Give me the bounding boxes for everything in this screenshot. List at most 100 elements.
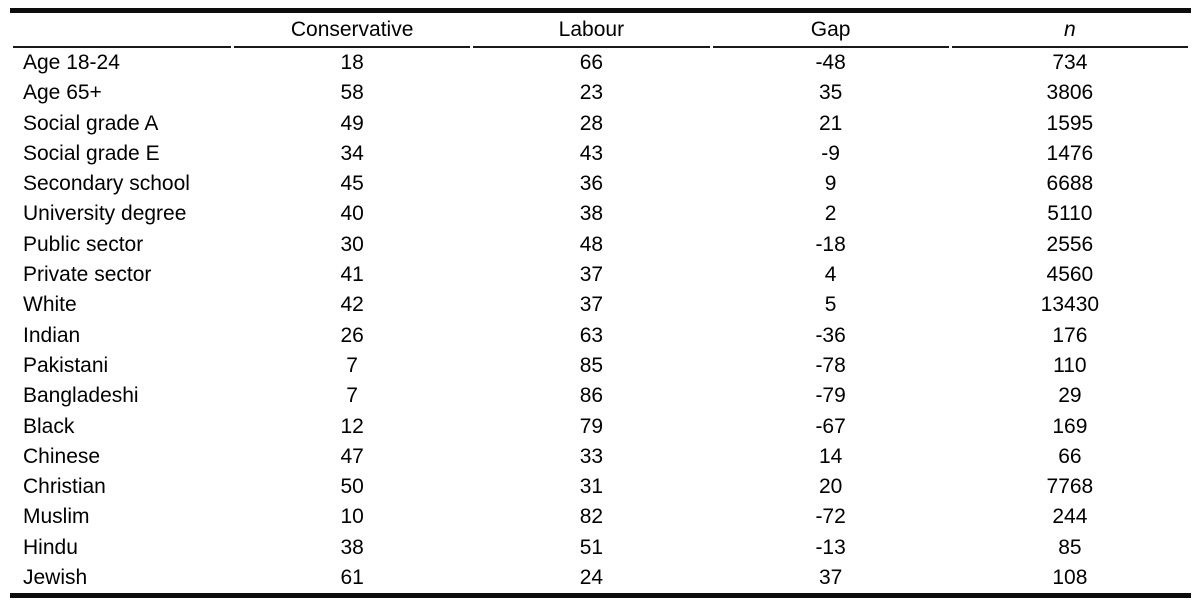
value-cell-n: 29 <box>1058 384 1082 408</box>
value-cell-conservative: 7 <box>346 353 358 377</box>
value-cell-labour: 36 <box>579 172 604 196</box>
value-cell-labour: 37 <box>579 263 604 287</box>
value-cell-n: 244 <box>1052 505 1088 529</box>
row-label-cell: Pakistani <box>23 353 109 377</box>
row-label-cell: Age 18-24 <box>23 51 120 74</box>
value-cell-labour: 24 <box>579 566 604 590</box>
value-cell-gap: 9 <box>824 172 837 196</box>
row-label-cell: Christian <box>23 475 106 499</box>
table-row: Private sector 41 37 4 4560 <box>13 260 1188 290</box>
table-row: Jewish 61 24 37 108 <box>13 563 1188 593</box>
row-label-cell: White <box>23 293 77 317</box>
row-label-cell: Muslim <box>23 505 90 529</box>
value-cell-n: 2556 <box>1046 232 1094 256</box>
table-row: Muslim 10 82 -72 244 <box>13 502 1188 532</box>
value-cell-n: 4560 <box>1046 263 1094 287</box>
value-cell-n: 13430 <box>1040 293 1100 317</box>
value-cell-gap: 35 <box>818 81 843 105</box>
value-cell-labour: 31 <box>579 475 604 499</box>
value-cell-conservative: 30 <box>340 232 364 256</box>
value-cell-labour: 37 <box>579 293 604 317</box>
table-row: Secondary school 45 36 9 6688 <box>13 169 1188 199</box>
table-row: University degree 40 38 2 5110 <box>13 199 1188 229</box>
value-cell-gap: 14 <box>818 444 843 468</box>
table-row: Chinese 47 33 14 66 <box>13 442 1188 472</box>
value-cell-conservative: 50 <box>340 475 364 499</box>
value-cell-n: 734 <box>1052 51 1088 74</box>
value-cell-labour: 38 <box>579 202 604 226</box>
value-cell-labour: 79 <box>579 414 604 438</box>
value-cell-gap: -72 <box>815 505 846 529</box>
row-label-cell: Secondary school <box>23 172 190 196</box>
value-cell-n: 110 <box>1053 353 1087 377</box>
value-cell-conservative: 7 <box>346 384 358 408</box>
value-cell-n: 3806 <box>1046 81 1094 105</box>
row-label-cell: University degree <box>23 202 187 226</box>
value-cell-n: 7768 <box>1046 475 1094 499</box>
value-cell-labour: 86 <box>579 384 604 408</box>
header-n: n <box>951 13 1188 48</box>
value-cell-labour: 33 <box>579 444 604 468</box>
header-empty-cell <box>13 13 231 48</box>
value-cell-conservative: 45 <box>340 172 364 196</box>
value-cell-n: 85 <box>1058 535 1082 559</box>
value-cell-n: 1595 <box>1046 111 1094 135</box>
value-cell-n: 169 <box>1052 414 1088 438</box>
row-label-cell: Hindu <box>23 535 78 559</box>
table-row: Pakistani 7 85 -78 110 <box>13 351 1188 381</box>
value-cell-gap: -18 <box>815 232 846 256</box>
table-frame: Conservative Labour Gap n Age 18-24 18 66 -… <box>10 8 1191 599</box>
table-row: Age 65+ 58 23 35 3806 <box>13 78 1188 108</box>
row-label-cell: Bangladeshi <box>23 384 139 408</box>
table-row: Christian 50 31 20 7768 <box>13 472 1188 502</box>
value-cell-conservative: 40 <box>340 202 364 226</box>
row-label-cell: Black <box>23 414 75 438</box>
row-label-cell: Private sector <box>23 263 152 287</box>
value-cell-n: 5110 <box>1047 202 1093 226</box>
table-row: Bangladeshi 7 86 -79 29 <box>13 381 1188 411</box>
row-label-cell: Jewish <box>23 566 88 590</box>
value-cell-gap: -78 <box>815 353 846 377</box>
table-row: Public sector 30 48 -18 2556 <box>13 230 1188 260</box>
row-label-cell: Age 65+ <box>23 81 102 105</box>
value-cell-labour: 63 <box>579 323 604 347</box>
value-cell-labour: 66 <box>579 51 604 74</box>
header-labour: Labour <box>473 13 710 48</box>
value-cell-gap: 37 <box>818 566 843 590</box>
header-row: Conservative Labour Gap n <box>13 13 1188 48</box>
table-row: Social grade A 49 28 21 1595 <box>13 109 1188 139</box>
table-header: Conservative Labour Gap n <box>13 13 1188 48</box>
value-cell-gap: 5 <box>824 293 837 317</box>
value-cell-n: 176 <box>1052 323 1088 347</box>
row-label-cell: Social grade A <box>23 111 159 135</box>
table-body: Age 18-24 18 66 -48 734 Age 65+ 58 23 35 3806 Soci… <box>13 48 1188 593</box>
value-cell-labour: 43 <box>579 141 604 165</box>
value-cell-conservative: 47 <box>340 444 364 468</box>
table-row: Age 18-24 18 66 -48 734 <box>13 48 1188 78</box>
header-gap: Gap <box>712 13 949 48</box>
value-cell-gap: -48 <box>815 51 846 74</box>
vote-share-table: Conservative Labour Gap n Age 18-24 18 66 -… <box>10 13 1191 593</box>
row-label-cell: Social grade E <box>23 141 160 165</box>
value-cell-gap: -67 <box>815 414 846 438</box>
row-label-cell: Indian <box>23 323 81 347</box>
value-cell-gap: 2 <box>824 202 837 226</box>
value-cell-conservative: 10 <box>340 505 364 529</box>
value-cell-labour: 48 <box>579 232 604 256</box>
value-cell-conservative: 42 <box>340 293 364 317</box>
value-cell-labour: 23 <box>579 81 604 105</box>
value-cell-gap: 20 <box>818 475 843 499</box>
table-row: Black 12 79 -67 169 <box>13 412 1188 442</box>
value-cell-conservative: 49 <box>340 111 364 135</box>
row-label-cell: Chinese <box>23 444 101 468</box>
value-cell-conservative: 12 <box>340 414 364 438</box>
table-row: White 42 37 5 13430 <box>13 290 1188 320</box>
value-cell-labour: 82 <box>579 505 604 529</box>
value-cell-gap: 4 <box>824 263 837 287</box>
header-conservative: Conservative <box>234 13 471 48</box>
value-cell-gap: -36 <box>815 323 846 347</box>
table-row: Indian 26 63 -36 176 <box>13 321 1188 351</box>
value-cell-labour: 28 <box>579 111 604 135</box>
table-row: Social grade E 34 43 -9 1476 <box>13 139 1188 169</box>
value-cell-gap: -9 <box>821 141 840 165</box>
